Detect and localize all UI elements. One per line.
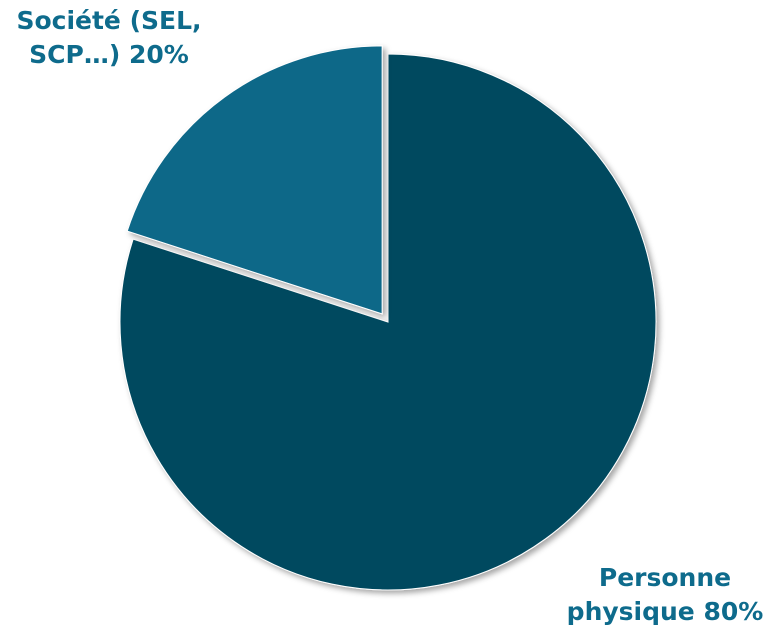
slice-label-societe-line-1: Société (SEL, [16,6,202,35]
pie-slice-societe [126,45,383,315]
slice-label-personne-line-2: physique 80% [566,597,764,626]
slice-label-personne-physique: Personne physique 80% [555,561,775,629]
slice-label-societe: Société (SEL, SCP…) 20% [2,4,216,72]
pie-slice-personne-physique [119,53,657,591]
slice-label-societe-line-2: SCP…) 20% [29,40,189,69]
pie-slices [119,45,657,591]
slice-label-personne-line-1: Personne [598,563,732,592]
